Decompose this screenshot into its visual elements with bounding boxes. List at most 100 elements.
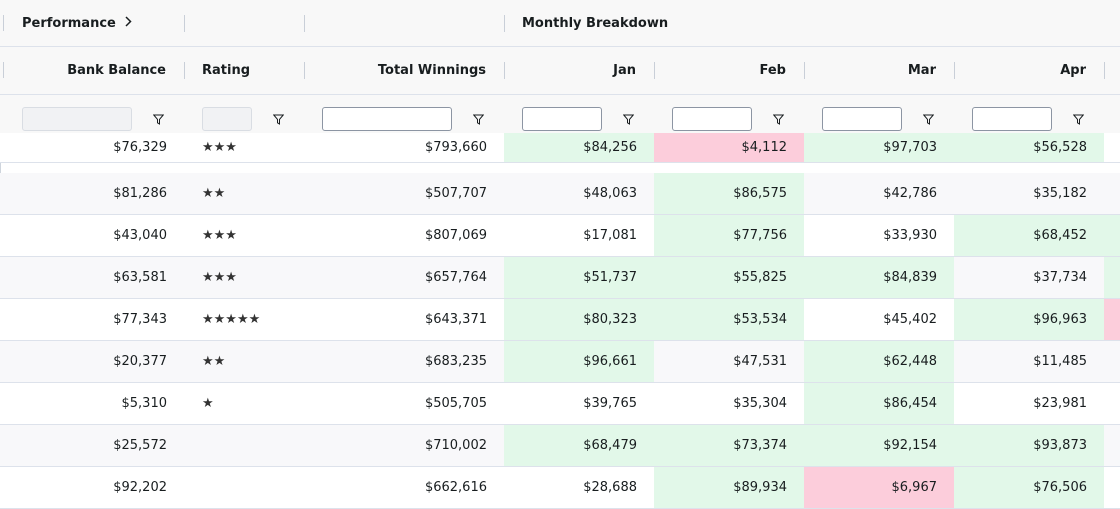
mar-filter-input[interactable] [822, 107, 902, 131]
column-resize-handle[interactable] [3, 62, 4, 78]
column-separator[interactable] [804, 62, 805, 79]
column-header-label: Rating [202, 63, 251, 78]
jan-filter-input[interactable] [522, 107, 602, 131]
column-separator[interactable] [504, 62, 505, 79]
bank-balance-cell: $25,572 [113, 438, 167, 453]
jan-cell: $51,737 [504, 257, 654, 298]
table-row[interactable]: $63,581 ★★★ $657,764 $51,737 $55,825 $84… [0, 257, 1120, 299]
rating-cell: ★★ [202, 186, 226, 201]
filter-icon[interactable] [1072, 112, 1084, 126]
column-separator[interactable] [304, 62, 305, 79]
mar-cell: $42,786 [883, 186, 937, 201]
column-header-bank-balance[interactable]: Bank Balance [4, 47, 184, 94]
table-row[interactable]: $43,040 ★★★ $807,069 $17,081 $77,756 $33… [0, 215, 1120, 257]
header-group-performance-label: Performance [22, 15, 116, 31]
table-row[interactable]: $5,310 ★ $505,705 $39,765 $35,304 $86,45… [0, 383, 1120, 425]
total-winnings-cell: $505,705 [424, 396, 487, 411]
feb-cell: $86,575 [654, 173, 804, 214]
feb-cell: $4,112 [654, 133, 804, 162]
column-header-apr[interactable]: Apr [954, 47, 1104, 94]
bank-balance-filter-input[interactable] [22, 107, 132, 131]
table-row[interactable]: $77,343 ★★★★★ $643,371 $80,323 $53,534 $… [0, 299, 1120, 341]
column-header-mar[interactable]: Mar [804, 47, 954, 94]
feb-filter-input[interactable] [672, 107, 752, 131]
table-row[interactable]: $76,329 ★★★ $793,660 $84,256 $4,112 $97,… [0, 133, 1120, 163]
total-winnings-cell: $507,707 [424, 186, 487, 201]
apr-cell: $35,182 [1033, 186, 1087, 201]
column-header-label: Apr [1060, 63, 1086, 78]
feb-cell: $73,374 [654, 425, 804, 466]
feb-cell: $77,756 [654, 215, 804, 256]
rating-filter-input[interactable] [202, 107, 252, 131]
column-header-row: Bank Balance Rating Total Winnings Jan F… [0, 47, 1120, 95]
header-group-monthly-breakdown[interactable]: Monthly Breakdown [504, 0, 1120, 46]
column-separator[interactable] [184, 62, 185, 79]
bank-balance-cell: $92,202 [113, 480, 167, 495]
apr-cell: $76,506 [954, 467, 1104, 508]
total-winnings-cell: $683,235 [424, 354, 487, 369]
column-separator[interactable] [654, 62, 655, 79]
feb-cell: $35,304 [733, 396, 787, 411]
total-winnings-cell: $643,371 [424, 312, 487, 327]
header-group-performance[interactable]: Performance [4, 0, 184, 46]
filter-cell-feb [654, 95, 804, 142]
filter-icon[interactable] [152, 112, 164, 126]
rating-cell: ★★★ [202, 228, 237, 243]
column-header-total-winnings[interactable]: Total Winnings [304, 47, 504, 94]
mar-cell: $97,703 [804, 133, 954, 162]
rating-cell: ★★★ [202, 270, 237, 285]
jan-cell: $80,323 [504, 299, 654, 340]
column-separator[interactable] [1104, 62, 1105, 79]
rating-cell [184, 425, 304, 466]
filter-cell-jan [504, 95, 654, 142]
filter-icon[interactable] [472, 112, 484, 126]
mar-cell: $33,930 [883, 228, 937, 243]
jan-cell: $39,765 [583, 396, 637, 411]
column-header-label: Mar [907, 63, 936, 78]
column-header-feb[interactable]: Feb [654, 47, 804, 94]
chevron-right-icon[interactable] [124, 15, 132, 31]
column-header-rating[interactable]: Rating [184, 47, 304, 94]
apr-cell: $23,981 [1033, 396, 1087, 411]
mar-cell: $92,154 [804, 425, 954, 466]
filter-icon[interactable] [922, 112, 934, 126]
table-row[interactable]: $20,377 ★★ $683,235 $96,661 $47,531 $62,… [0, 341, 1120, 383]
total-winnings-cell: $662,616 [424, 480, 487, 495]
jan-cell: $84,256 [504, 133, 654, 162]
table-row[interactable]: $92,202 $662,616 $28,688 $89,934 $6,967 … [0, 467, 1120, 509]
jan-cell: $17,081 [583, 228, 637, 243]
apr-cell: $11,485 [1033, 354, 1087, 369]
column-header-label: Feb [759, 63, 786, 78]
column-header-jan[interactable]: Jan [504, 47, 654, 94]
bank-balance-cell: $77,343 [113, 312, 167, 327]
filter-cell-apr [954, 95, 1104, 142]
filter-cell-rating [184, 95, 304, 142]
filter-cell-total-winnings [304, 95, 504, 142]
rating-cell: ★★★★★ [202, 312, 261, 327]
filter-icon[interactable] [272, 112, 284, 126]
filter-icon[interactable] [622, 112, 634, 126]
table-row[interactable]: $25,572 $710,002 $68,479 $73,374 $92,154… [0, 425, 1120, 467]
feb-cell: $53,534 [654, 299, 804, 340]
mar-cell: $62,448 [804, 341, 954, 382]
may-cell-partial [1104, 257, 1120, 298]
header-separator [304, 15, 305, 32]
column-resize-handle[interactable] [3, 15, 4, 31]
filter-cell-mar [804, 95, 954, 142]
apr-cell: $56,528 [954, 133, 1104, 162]
column-separator[interactable] [954, 62, 955, 79]
table-row[interactable]: $81,286 ★★ $507,707 $48,063 $86,575 $42,… [0, 173, 1120, 215]
apr-cell: $93,873 [954, 425, 1104, 466]
header-group-monthly-label: Monthly Breakdown [522, 15, 669, 31]
header-separator [504, 15, 505, 32]
apr-filter-input[interactable] [972, 107, 1052, 131]
jan-cell: $96,661 [504, 341, 654, 382]
bank-balance-cell: $5,310 [121, 396, 168, 411]
column-header-label: Jan [613, 63, 636, 78]
bank-balance-cell: $43,040 [113, 228, 167, 243]
header-separator [184, 15, 185, 32]
total-winnings-filter-input[interactable] [322, 107, 452, 131]
column-header-label: Total Winnings [377, 63, 486, 78]
feb-cell: $55,825 [654, 257, 804, 298]
filter-icon[interactable] [772, 112, 784, 126]
